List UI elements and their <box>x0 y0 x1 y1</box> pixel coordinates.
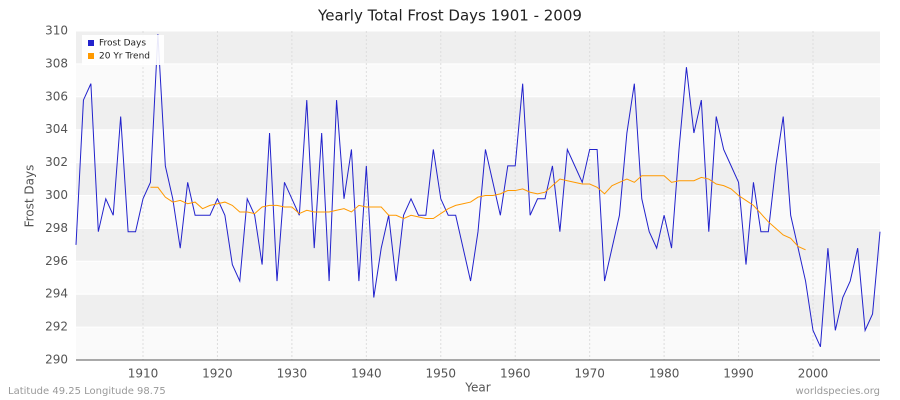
y-tick-label: 294 <box>45 287 68 301</box>
y-tick-label: 306 <box>45 89 68 103</box>
legend-box <box>82 35 164 65</box>
grid-band <box>76 96 880 130</box>
grid-band <box>76 31 880 64</box>
y-tick-label: 310 <box>45 24 68 38</box>
y-tick-label: 298 <box>45 221 68 235</box>
legend-swatch <box>88 53 94 59</box>
x-tick-label: 1950 <box>426 367 457 381</box>
x-tick-label: 1960 <box>500 367 531 381</box>
x-axis-label: Year <box>464 381 490 395</box>
x-tick-label: 1940 <box>351 367 382 381</box>
legend-label: 20 Yr Trend <box>99 52 150 62</box>
grid-band <box>76 162 880 196</box>
y-tick-label: 296 <box>45 254 68 268</box>
legend-swatch <box>88 40 94 46</box>
y-tick-label: 308 <box>45 56 68 70</box>
y-tick-label: 302 <box>45 155 68 169</box>
y-tick-label: 304 <box>45 122 68 136</box>
data-line <box>75 34 881 348</box>
x-tick-label: 1930 <box>277 367 308 381</box>
grid <box>76 30 880 361</box>
grid-band <box>76 294 880 328</box>
plot <box>75 34 881 348</box>
legend-label: Frost Days <box>99 39 146 49</box>
x-tick-label: 2000 <box>798 367 829 381</box>
y-tick-label: 290 <box>45 353 68 367</box>
x-tick-label: 1970 <box>574 367 605 381</box>
data-line <box>150 175 806 251</box>
x-tick-label: 1990 <box>723 367 754 381</box>
x-tick-label: 1980 <box>649 367 680 381</box>
footer-right: worldspecies.org <box>796 386 880 397</box>
chart-title: Yearly Total Frost Days 1901 - 2009 <box>317 7 582 25</box>
x-tick-label: 1910 <box>128 367 159 381</box>
footer-left: Latitude 49.25 Longitude 98.75 <box>8 386 166 397</box>
y-tick-label: 292 <box>45 320 68 334</box>
x-tick-label: 1920 <box>202 367 233 381</box>
y-tick-label: 300 <box>45 188 68 202</box>
y-axis-label: Frost Days <box>23 165 37 228</box>
